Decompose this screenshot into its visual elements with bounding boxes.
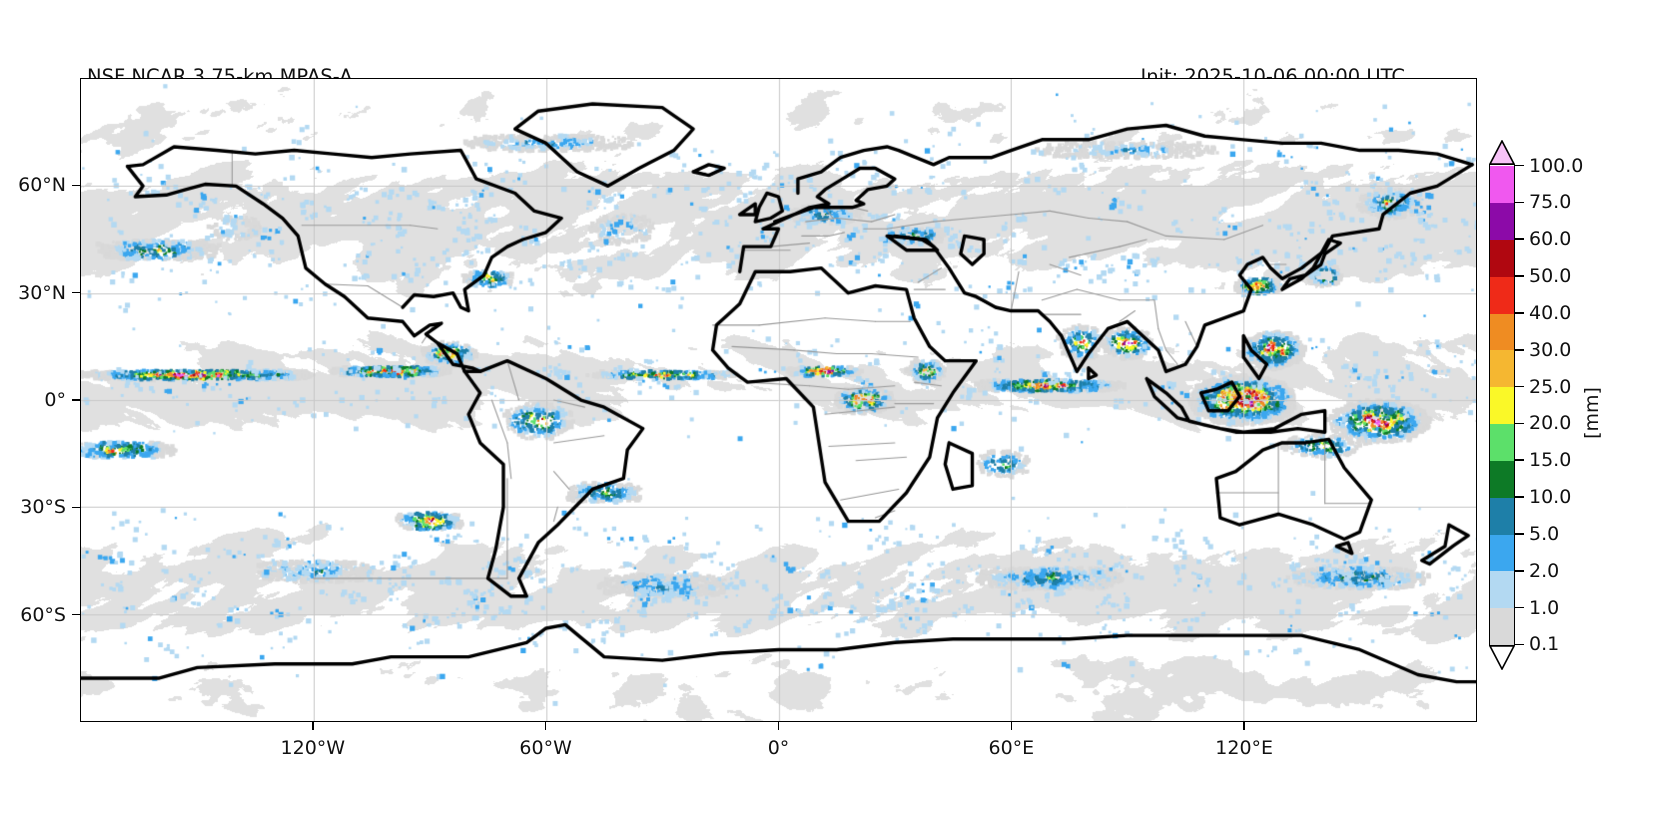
colorbar-tick-label-6: 20.0 <box>1529 412 1572 435</box>
colorbar-segment-4 <box>1490 460 1514 498</box>
colorbar-tick-label-1: 1.0 <box>1529 596 1560 619</box>
colorbar-tick-label-3: 5.0 <box>1529 522 1560 545</box>
colorbar-segment-0 <box>1490 608 1514 645</box>
colorbar-tick-label-2: 2.0 <box>1529 559 1560 582</box>
colorbar-tick-label-10: 50.0 <box>1529 265 1572 288</box>
colorbar-segment-2 <box>1490 534 1514 572</box>
colorbar-tick-mark-6 <box>1515 422 1524 425</box>
colorbar-tick-mark-12 <box>1515 201 1524 204</box>
colorbar-tick-label-5: 15.0 <box>1529 449 1572 472</box>
colorbar-segment-7 <box>1490 350 1514 388</box>
colorbar-tick-label-7: 25.0 <box>1529 375 1572 398</box>
colorbar-tick-mark-8 <box>1515 348 1524 351</box>
colorbar-segment-8 <box>1490 313 1514 351</box>
longitude-tick-mark <box>777 722 780 730</box>
colorbar-tick-mark-9 <box>1515 312 1524 314</box>
longitude-tick-mark <box>1010 722 1013 730</box>
latitude-tick-label-4: 60°S <box>20 603 66 626</box>
colorbar-segment-5 <box>1490 424 1514 461</box>
longitude-tick-label-3: 60°E <box>988 737 1035 759</box>
longitude-tick-label-1: 60°W <box>519 737 572 759</box>
longitude-tick-label-0: 120°W <box>280 737 346 759</box>
map-plot-area <box>80 78 1477 722</box>
colorbar-tick-label-4: 10.0 <box>1529 486 1572 509</box>
colorbar-under-arrow-icon <box>1489 645 1515 670</box>
latitude-tick-mark <box>72 506 80 509</box>
latitude-tick-label-2: 0° <box>44 389 66 411</box>
longitude-tick-mark <box>1243 722 1245 730</box>
colorbar-over-arrow-icon <box>1489 140 1515 165</box>
colorbar-segment-10 <box>1490 239 1514 277</box>
colorbar-segment-3 <box>1490 497 1514 535</box>
colorbar-tick-label-11: 60.0 <box>1529 228 1572 251</box>
longitude-tick-label-4: 120°E <box>1215 737 1274 759</box>
colorbar-gradient <box>1489 164 1515 646</box>
colorbar-segment-1 <box>1490 571 1514 609</box>
colorbar: 0.1 1.0 2.0 5.0 10.0 15.0 20.0 25.0 30.0 40.0 50.0… <box>1489 140 1583 670</box>
colorbar-tick-label-8: 30.0 <box>1529 338 1572 361</box>
longitude-tick-mark <box>544 722 547 730</box>
colorbar-tick-mark-3 <box>1515 533 1524 535</box>
colorbar-tick-mark-7 <box>1515 385 1524 388</box>
colorbar-tick-mark-13 <box>1515 164 1524 167</box>
colorbar-tick-label-12: 75.0 <box>1529 191 1572 214</box>
colorbar-tick-mark-5 <box>1515 459 1524 462</box>
latitude-tick-label-1: 30°N <box>18 281 66 304</box>
colorbar-unit-label: [mm] <box>1580 386 1603 439</box>
colorbar-segment-11 <box>1490 203 1514 240</box>
colorbar-tick-mark-11 <box>1515 238 1524 241</box>
colorbar-tick-label-9: 40.0 <box>1529 301 1572 324</box>
colorbar-tick-label-0: 0.1 <box>1529 633 1560 656</box>
latitude-tick-label-0: 60°N <box>18 174 66 197</box>
colorbar-tick-mark-4 <box>1515 496 1524 498</box>
colorbar-tick-label-13: 100.0 <box>1529 154 1584 177</box>
colorbar-tick-mark-2 <box>1515 569 1524 572</box>
colorbar-segment-9 <box>1490 276 1514 314</box>
colorbar-tick-mark-1 <box>1515 606 1524 609</box>
latitude-tick-mark <box>72 399 80 401</box>
colorbar-tick-mark-10 <box>1515 275 1524 277</box>
colorbar-segment-6 <box>1490 387 1514 425</box>
colorbar-segment-12 <box>1490 166 1514 204</box>
longitude-tick-label-2: 0° <box>767 737 790 759</box>
latitude-tick-mark <box>72 613 80 616</box>
precipitation-map-canvas <box>81 79 1476 721</box>
colorbar-tick-mark-0 <box>1515 643 1524 646</box>
latitude-tick-mark <box>72 291 80 294</box>
latitude-tick-label-3: 30°S <box>20 496 66 519</box>
longitude-tick-mark <box>312 722 314 730</box>
latitude-tick-mark <box>72 184 80 187</box>
